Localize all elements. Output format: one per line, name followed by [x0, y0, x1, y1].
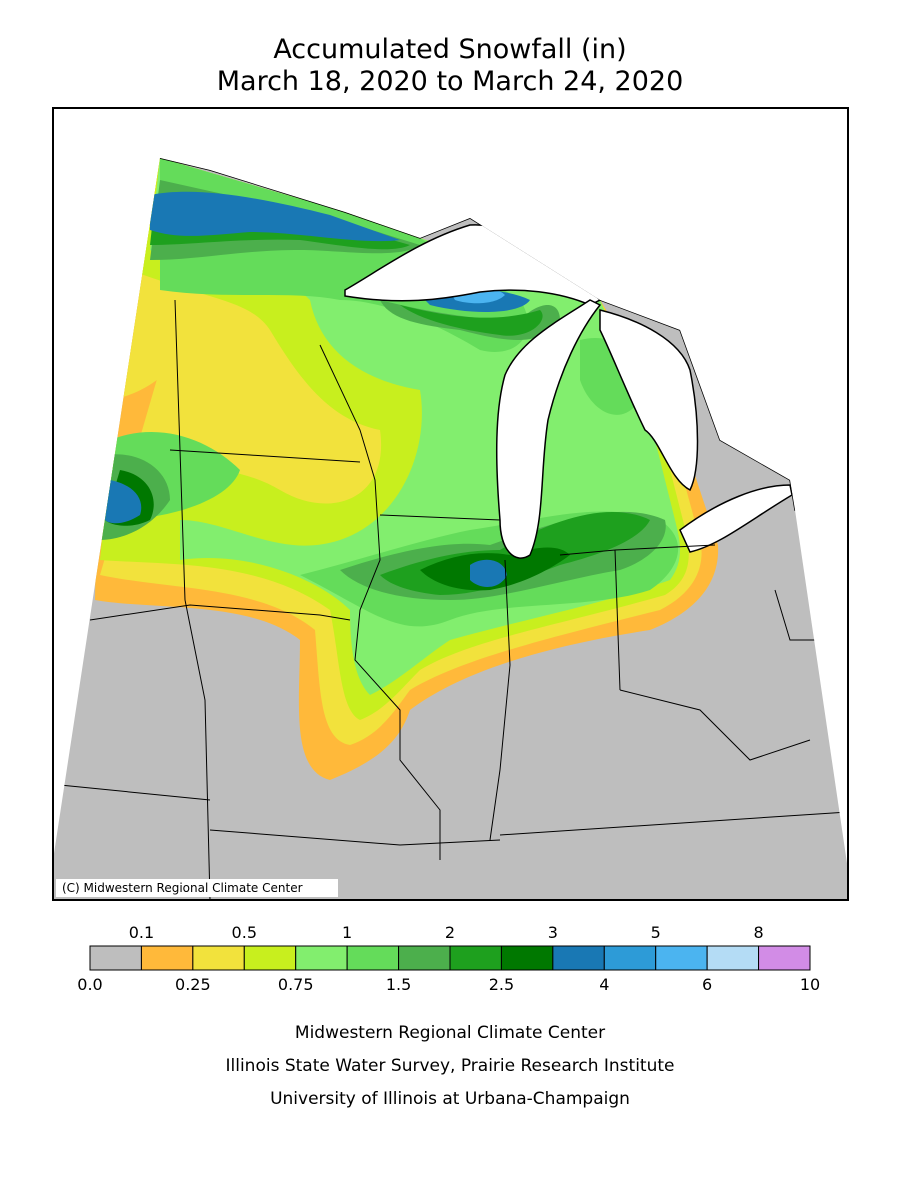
- legend-swatch: [140, 945, 194, 971]
- legend-swatch: [449, 945, 502, 971]
- legend: 0.0 0.1 0.25 0.5 0.75 1 1.5 2 2.5 3 4 5 6 8 10: [77, 923, 820, 994]
- legend-swatch: [398, 945, 451, 971]
- subtitle: March 18, 2020 to March 24, 2020: [217, 66, 684, 97]
- map-credit: (C) Midwestern Regional Climate Center: [62, 881, 303, 895]
- legend-swatch: [603, 945, 657, 971]
- legend-swatch: [295, 945, 348, 971]
- legend-swatch: [346, 945, 400, 971]
- legend-swatch: [706, 945, 760, 971]
- legend-label: 0.1: [129, 923, 154, 942]
- legend-swatch: [655, 945, 708, 971]
- title: Accumulated Snowfall (in): [273, 34, 626, 65]
- legend-swatch: [500, 945, 554, 971]
- legend-swatch: [89, 945, 142, 971]
- legend-swatch: [243, 945, 297, 971]
- legend-label: 3: [548, 923, 558, 942]
- legend-label: 0.0: [77, 975, 102, 994]
- legend-label: 2.5: [489, 975, 514, 994]
- legend-label: 2: [445, 923, 455, 942]
- footer-line: Midwestern Regional Climate Center: [295, 1023, 605, 1043]
- legend-label: 1.5: [386, 975, 411, 994]
- legend-label: 0.5: [232, 923, 257, 942]
- legend-label: 1: [342, 923, 352, 942]
- legend-label: 5: [651, 923, 661, 942]
- footer-line: University of Illinois at Urbana-Champai…: [270, 1089, 630, 1109]
- map: (C) Midwestern Regional Climate Center: [52, 107, 849, 901]
- legend-swatch: [192, 945, 245, 971]
- legend-label: 0.75: [278, 975, 314, 994]
- legend-swatch: [552, 945, 605, 971]
- legend-label: 8: [753, 923, 763, 942]
- legend-label: 4: [599, 975, 609, 994]
- legend-label: 6: [702, 975, 712, 994]
- footer-line: Illinois State Water Survey, Prairie Res…: [226, 1056, 675, 1076]
- legend-label: 10: [800, 975, 820, 994]
- legend-swatch: [758, 945, 811, 971]
- legend-label: 0.25: [175, 975, 211, 994]
